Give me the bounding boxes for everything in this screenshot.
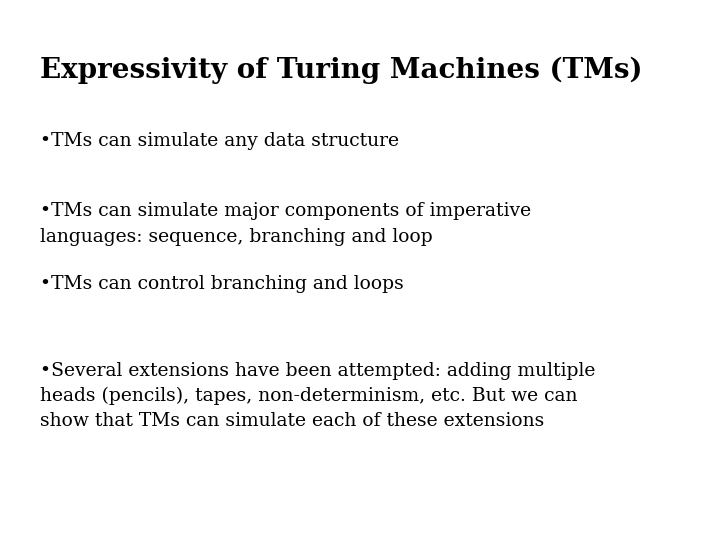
Text: •TMs can simulate major components of imperative
languages: sequence, branching : •TMs can simulate major components of im… <box>40 202 531 246</box>
Text: •Several extensions have been attempted: adding multiple
heads (pencils), tapes,: •Several extensions have been attempted:… <box>40 362 595 430</box>
Text: Expressivity of Turing Machines (TMs): Expressivity of Turing Machines (TMs) <box>40 57 642 84</box>
Text: •TMs can simulate any data structure: •TMs can simulate any data structure <box>40 132 399 150</box>
Text: •TMs can control branching and loops: •TMs can control branching and loops <box>40 275 403 293</box>
